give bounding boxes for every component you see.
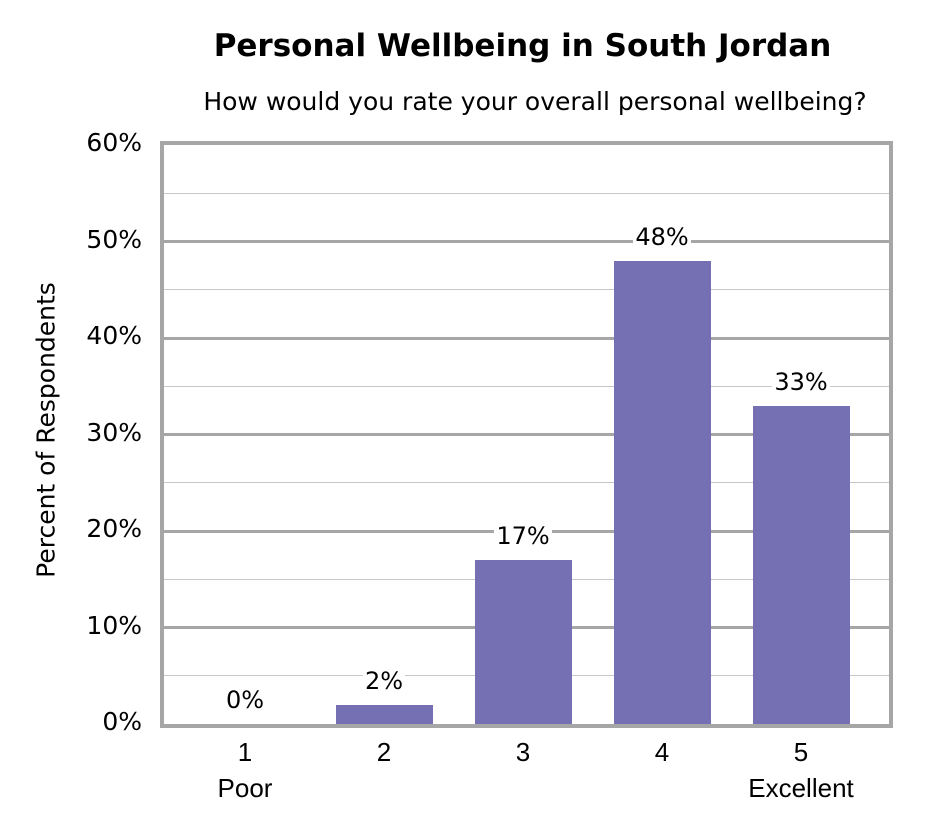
- bar-value-label: 48%: [633, 222, 691, 251]
- x-tick-number: 2: [376, 737, 392, 767]
- y-tick-label: 50%: [86, 224, 142, 254]
- bar-value-label: 0%: [223, 686, 267, 714]
- y-tick-label: 30%: [86, 417, 142, 447]
- bar-value-label: 2%: [362, 666, 406, 695]
- bar-4: [613, 260, 711, 724]
- minor-gridline: [164, 385, 889, 387]
- bar-value-label: 33%: [772, 367, 830, 396]
- chart-title: Personal Wellbeing in South Jordan: [0, 28, 945, 64]
- major-gridline: [164, 240, 889, 243]
- x-tick-label: 5 Excellent: [721, 734, 881, 806]
- minor-gridline: [164, 192, 889, 194]
- chart-subtitle: How would you rate your overall personal…: [203, 87, 867, 116]
- x-tick-label: 3: [443, 734, 603, 770]
- y-tick-label: 10%: [86, 610, 142, 640]
- x-tick-number: 4: [654, 737, 670, 767]
- major-gridline: [164, 433, 889, 436]
- major-gridline: [164, 336, 889, 340]
- x-tick-number: 1: [237, 737, 253, 767]
- x-tick-number: 3: [515, 737, 531, 767]
- y-axis-label: Percent of Respondents: [31, 282, 61, 578]
- chart-title-text: Personal Wellbeing in South Jordan: [213, 28, 832, 64]
- y-tick-label: 0%: [102, 707, 142, 736]
- x-tick-label: 4: [582, 734, 742, 770]
- bar-3: [474, 559, 572, 724]
- y-tick-label: 40%: [86, 321, 142, 350]
- bar-value-label: 17%: [494, 521, 552, 550]
- bar-2: [335, 704, 433, 724]
- minor-gridline: [164, 289, 889, 290]
- x-tick-number: 5: [793, 737, 809, 767]
- bar-5: [752, 405, 850, 724]
- y-tick-label: 60%: [86, 128, 142, 157]
- x-tick-label: 1 Poor: [165, 734, 325, 806]
- minor-gridline: [164, 482, 889, 483]
- x-tick-sublabel: Poor: [217, 773, 273, 803]
- plot-area: 0% 2% 17% 48% 33%: [160, 141, 893, 728]
- y-tick-label: 20%: [86, 514, 142, 543]
- x-tick-label: 2: [304, 734, 464, 770]
- x-tick-sublabel: Excellent: [748, 773, 854, 803]
